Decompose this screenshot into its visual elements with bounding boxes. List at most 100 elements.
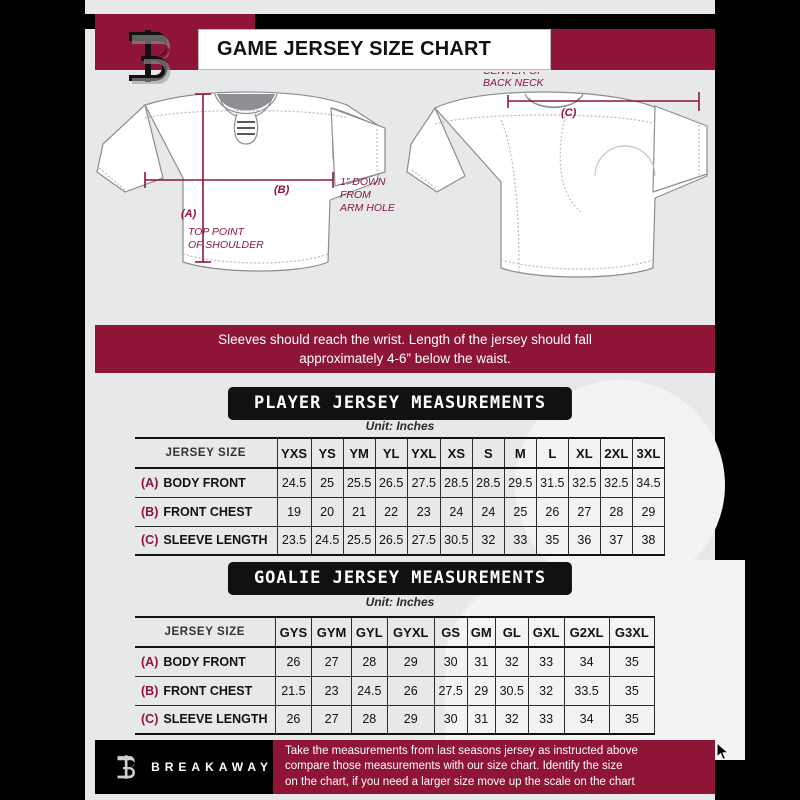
back-label-c: (C) [561,107,577,119]
measurement-cell: 26.5 [374,525,408,556]
player-measurements-table: JERSEY SIZE YXS YS YM YL YXL XS S M L XL 2XL 3XL (A) B… [135,437,666,556]
row-label: (C) SLEEVE LENGTH [135,525,278,556]
measurement-cell: 27.5 [433,675,468,706]
measurement-cell: 29.5 [503,467,537,498]
column-header-size: GYM [311,616,352,648]
front-label-b: (B) [274,184,290,196]
measurement-cell: 34 [563,704,610,735]
measurement-cell: 33.5 [563,675,610,706]
measurement-cell: 35 [535,525,569,556]
table-row: (C) SLEEVE LENGTH 26 27 28 29 30 31 32 33 34 35 [135,704,656,735]
measurement-cell: 25 [503,496,537,527]
row-tag: (B) [141,683,159,698]
measurement-cell: 32.5 [599,467,633,498]
mouse-cursor [716,742,730,761]
column-header-size: GL [494,616,529,648]
measurement-cell: 24.5 [310,525,344,556]
column-header-size: YL [374,437,408,469]
row-label: (B) FRONT CHEST [135,675,276,706]
measurement-cell: 22 [374,496,408,527]
breakaway-b-logo-icon [115,22,185,90]
row-tag: (A) [141,475,159,490]
measurement-cell: 21 [342,496,376,527]
measurement-cell: 27 [311,704,352,735]
measurement-cell: 27.5 [406,525,441,556]
measurement-cell: 26 [386,675,435,706]
measurement-cell: 35 [608,704,656,735]
measurement-cell: 30.5 [439,525,473,556]
measurement-cell: 33 [503,525,537,556]
measurement-cell: 28 [599,496,633,527]
row-tag: (B) [141,504,159,519]
measurement-cell: 34 [563,646,610,677]
footer-line-1: Take the measurements from last seasons … [285,744,638,757]
player-section-heading: PLAYER JERSEY MEASUREMENTS [227,387,573,420]
page-title: GAME JERSEY SIZE CHART [217,38,492,60]
measurement-cell: 29 [631,496,666,527]
front-label-b-text-2: FROM [340,189,371,201]
column-header-size: GXL [527,616,565,648]
column-header-size: GYS [274,616,313,648]
row-label: (A) BODY FRONT [135,467,278,498]
front-label-a-text-2: OF SHOULDER [188,239,264,251]
measurement-cell: 24 [439,496,473,527]
measurement-cell: 26.5 [374,467,408,498]
column-header-size: 2XL [599,437,633,469]
row-label: (C) SLEEVE LENGTH [135,704,276,735]
measurement-cell: 34.5 [631,467,666,498]
measurement-cell: 26 [274,646,313,677]
measurement-cell: 20 [310,496,344,527]
measurement-cell: 32 [527,675,565,706]
measurement-cell: 29 [386,704,435,735]
front-measurement-lines [144,93,334,263]
footer: BREAKAWAY Take the measurements from las… [95,740,715,794]
table-row: (C) SLEEVE LENGTH 23.5 24.5 25.5 26.5 27.5 30.5… [135,525,666,556]
measurement-cell: 27 [567,496,601,527]
footer-line-3: on the chart, if you need a larger size … [285,775,635,788]
column-header-size: GS [433,616,468,648]
front-label-b-text-3: ARM HOLE [339,202,396,214]
column-header-size: XS [439,437,473,469]
measurement-cell: 31 [466,646,496,677]
column-header-size: S [471,437,505,469]
measurement-cell: 36 [567,525,601,556]
row-tag: (A) [141,654,159,669]
front-label-a-text-1: TOP POINT [188,226,246,238]
measurement-cell: 33 [527,704,565,735]
top-accent-bar [85,14,715,29]
measurement-cell: 35 [608,646,656,677]
measurement-cell: 26 [535,496,569,527]
measurement-cell: 23 [311,675,352,706]
measurement-cell: 25.5 [342,467,376,498]
goalie-section-heading: GOALIE JERSEY MEASUREMENTS [227,562,573,595]
column-header-size: M [503,437,537,469]
column-header-size: GM [466,616,496,648]
measurement-cell: 29 [386,646,435,677]
table-row: (A) BODY FRONT 26 27 28 29 30 31 32 33 34 35 [135,646,656,677]
measurement-cell: 31.5 [535,467,569,498]
measurement-cell: 26 [274,704,313,735]
measurement-cell: 19 [276,496,312,527]
footer-instructions: Take the measurements from last seasons … [273,740,715,794]
goalie-unit-label: Unit: Inches [365,595,435,609]
column-header-size: L [535,437,569,469]
measurement-cell: 28.5 [439,467,473,498]
measurement-cell: 30.5 [494,675,529,706]
measurement-cell: 27.5 [406,467,441,498]
measurement-cell: 33 [527,646,565,677]
front-label-b-text-1: 1” DOWN [340,176,386,188]
row-tag: (C) [141,712,159,727]
row-label: (A) BODY FRONT [135,646,276,677]
measurement-cell: 24.5 [276,467,312,498]
measurement-cell: 35 [608,675,656,706]
table-row: (B) FRONT CHEST 21.5 23 24.5 26 27.5 29 30.5 32 33… [135,675,656,706]
row-label: (B) FRONT CHEST [135,496,278,527]
row-tag: (C) [141,533,159,548]
measurement-cell: 23.5 [276,525,312,556]
column-header-size: YS [310,437,344,469]
measurement-cell: 25.5 [342,525,376,556]
jersey-front-illustration [96,91,386,272]
measurement-cell: 30 [433,646,468,677]
measurement-cell: 32 [471,525,505,556]
column-header-size: G3XL [608,616,656,648]
